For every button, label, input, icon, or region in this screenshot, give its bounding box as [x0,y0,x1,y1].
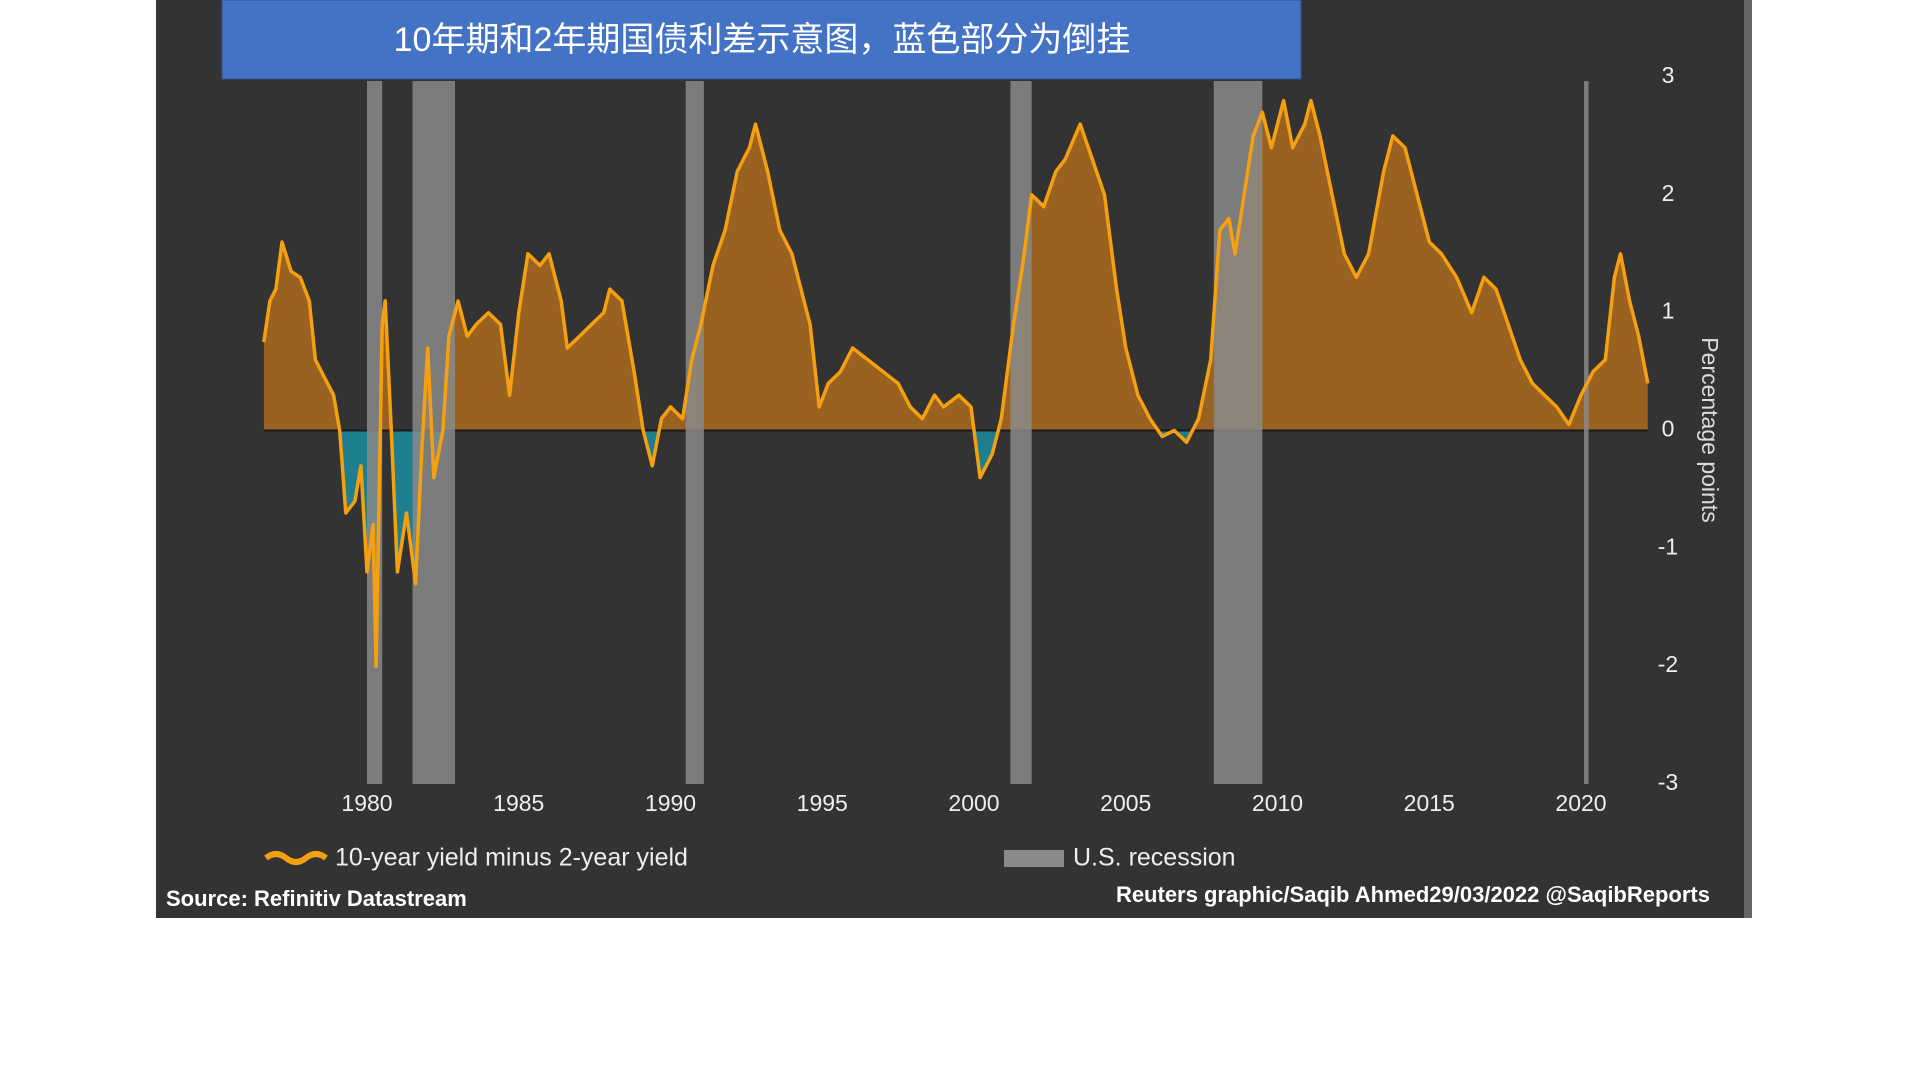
y-axis-label: Percentage points [1697,337,1723,522]
chart-edge [1744,0,1752,918]
y-tick-label: 0 [1662,416,1675,442]
area-positive [263,100,1648,431]
recession-band [685,81,704,784]
y-tick-label: 2 [1662,180,1675,206]
credit-note: Reuters graphic/Saqib Ahmed29/03/2022 @S… [1116,882,1710,907]
plot: -3 -2 -1 0 1 2 3 1980 1985 1990 1995 2000 2005 2010 20… [262,62,1678,816]
x-tick-label: 1980 [341,790,392,816]
legend-label: U.S. recession [1073,844,1236,872]
recession-band [1213,81,1263,784]
x-tick-label: 1995 [797,790,848,816]
x-tick-label: 1985 [493,790,544,816]
source-note: Source: Refinitiv Datastream [166,886,467,911]
y-tick-label: -2 [1658,651,1678,677]
recession-band [412,81,456,784]
x-tick-label: 2020 [1555,790,1606,816]
x-tick-label: 2015 [1404,790,1455,816]
legend-label: 10-year yield minus 2-year yield [335,844,688,872]
series-line [262,98,1650,668]
x-tick-label: 2005 [1100,790,1151,816]
y-tick-label: -1 [1658,533,1678,559]
recession-band [1010,81,1032,784]
x-tick-label: 2000 [948,790,999,816]
chart-title: 10年期和2年期国债利差示意图，蓝色部分为倒挂 [394,21,1131,59]
y-tick-label: 1 [1662,298,1675,324]
recession-band [1584,81,1589,784]
title-banner [221,0,1302,80]
x-tick-label: 2010 [1252,790,1303,816]
legend-swatch-recession [1004,850,1064,867]
legend-swatch-line [264,851,328,865]
y-tick-label: 3 [1662,62,1675,88]
y-tick-label: -3 [1658,769,1678,795]
x-tick-label: 1990 [645,790,696,816]
area-negative [263,430,1648,667]
